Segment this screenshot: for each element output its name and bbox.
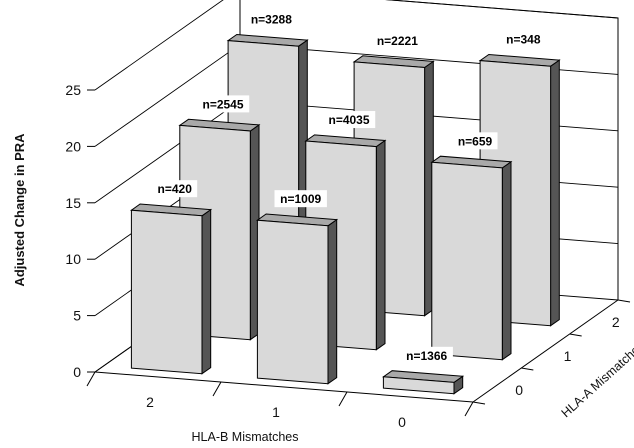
data-label-text: n=659 [458,134,493,148]
data-label: n=420 [152,180,198,198]
data-label-bg [245,10,298,28]
data-label: n=348 [500,30,546,48]
z-tick-label: 1 [564,348,572,364]
data-label-bg [322,111,376,129]
x-tick-mark [86,371,96,387]
z-tick-label: 0 [515,382,523,398]
x-tick-label: 0 [398,414,406,430]
x-axis-title: HLA-B Mismatches [192,430,299,444]
x-tick-label: 1 [272,404,280,420]
data-label-text: n=1009 [280,192,321,206]
x-tick-label: 2 [146,394,154,410]
bar-front [431,161,503,361]
x-axis-line [94,371,474,403]
z-tick-mark [472,401,486,405]
data-label-text: n=2221 [377,34,418,48]
x-tick-mark [212,381,222,397]
z-tick-mark [617,299,631,303]
y-axis-title: Adjusted Change in PRA [12,133,27,287]
y-tick-label: 20 [65,138,81,154]
data-label-bg [152,180,198,198]
z-tick-mark [569,333,582,337]
data-label-text: n=4035 [329,113,370,127]
bar-side [375,139,386,351]
data-label: n=1366 [400,346,453,364]
y-tick-label: 5 [73,308,81,324]
data-label-text: n=1366 [406,349,447,363]
data-labels: n=3288 n=2221 n=348 n=2545 n=4035 n=659 n=420 n… [152,10,546,364]
bar-front [382,376,455,395]
y-tick-label: 0 [73,364,81,380]
bar-side [501,160,512,361]
bar-front [256,219,329,385]
data-label: n=2221 [371,31,424,49]
data-label-bg [452,132,498,150]
z-axis-line [472,299,619,403]
bar-front [130,209,203,375]
bar [430,155,513,361]
bar-side [201,208,212,375]
data-label-bg [400,346,453,364]
data-label-bg [274,190,327,208]
data-label: n=4035 [322,111,376,129]
data-label: n=2545 [196,95,250,113]
data-label-text: n=348 [506,33,541,47]
data-label: n=3288 [245,10,298,28]
data-label: n=1009 [274,190,327,208]
y-tick-label: 25 [65,82,81,98]
bars [129,33,561,395]
data-label-bg [500,30,546,48]
bar-side [327,218,338,385]
data-label: n=659 [452,132,498,150]
data-label-bg [371,31,424,49]
data-label-bg [196,95,250,113]
x-tick-mark [464,401,474,417]
z-tick-label: 2 [612,314,620,330]
data-label-text: n=420 [158,182,193,196]
gridline [94,0,619,91]
bar-side [550,59,560,327]
z-tick-mark [521,367,534,371]
bar [129,203,213,375]
x-tick-mark [338,391,348,407]
bar [255,213,339,385]
bar [381,370,465,395]
data-label-text: n=3288 [251,13,292,27]
y-tick-label: 15 [65,195,81,211]
y-tick-label: 10 [65,251,81,267]
data-label-text: n=2545 [203,97,244,111]
